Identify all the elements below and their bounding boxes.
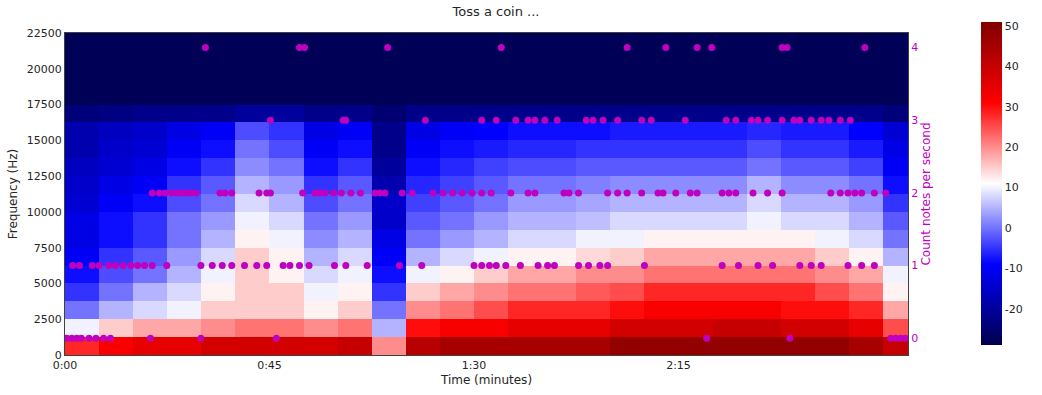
svg-text:30: 30 bbox=[1005, 101, 1019, 114]
svg-text:5000: 5000 bbox=[34, 277, 62, 290]
svg-text:Frequency (Hz): Frequency (Hz) bbox=[6, 149, 20, 240]
svg-text:22500: 22500 bbox=[27, 27, 62, 40]
svg-text:1: 1 bbox=[911, 259, 918, 272]
svg-text:10000: 10000 bbox=[27, 206, 62, 219]
svg-text:2: 2 bbox=[911, 187, 918, 200]
svg-text:12500: 12500 bbox=[27, 170, 62, 183]
svg-text:Toss a coin ...: Toss a coin ... bbox=[452, 4, 540, 19]
svg-text:Time (minutes): Time (minutes) bbox=[440, 373, 532, 387]
svg-text:7500: 7500 bbox=[34, 242, 62, 255]
svg-text:0:45: 0:45 bbox=[257, 359, 282, 372]
svg-text:17500: 17500 bbox=[27, 98, 62, 111]
svg-text:10: 10 bbox=[1005, 181, 1019, 194]
svg-text:0:00: 0:00 bbox=[53, 359, 78, 372]
svg-text:4: 4 bbox=[911, 41, 918, 54]
svg-text:15000: 15000 bbox=[27, 134, 62, 147]
svg-text:20000: 20000 bbox=[27, 63, 62, 76]
svg-text:40: 40 bbox=[1005, 60, 1019, 73]
svg-text:50: 50 bbox=[1005, 20, 1019, 33]
svg-text:2500: 2500 bbox=[34, 313, 62, 326]
svg-text:0: 0 bbox=[1005, 222, 1012, 235]
svg-text:Count notes per second: Count notes per second bbox=[919, 122, 933, 265]
svg-text:-20: -20 bbox=[1005, 303, 1023, 316]
svg-text:0: 0 bbox=[911, 332, 918, 345]
svg-text:20: 20 bbox=[1005, 141, 1019, 154]
svg-text:-10: -10 bbox=[1005, 262, 1023, 275]
svg-text:2:15: 2:15 bbox=[666, 359, 691, 372]
svg-text:3: 3 bbox=[911, 114, 918, 127]
svg-text:0: 0 bbox=[55, 349, 62, 362]
svg-text:1:30: 1:30 bbox=[462, 359, 487, 372]
